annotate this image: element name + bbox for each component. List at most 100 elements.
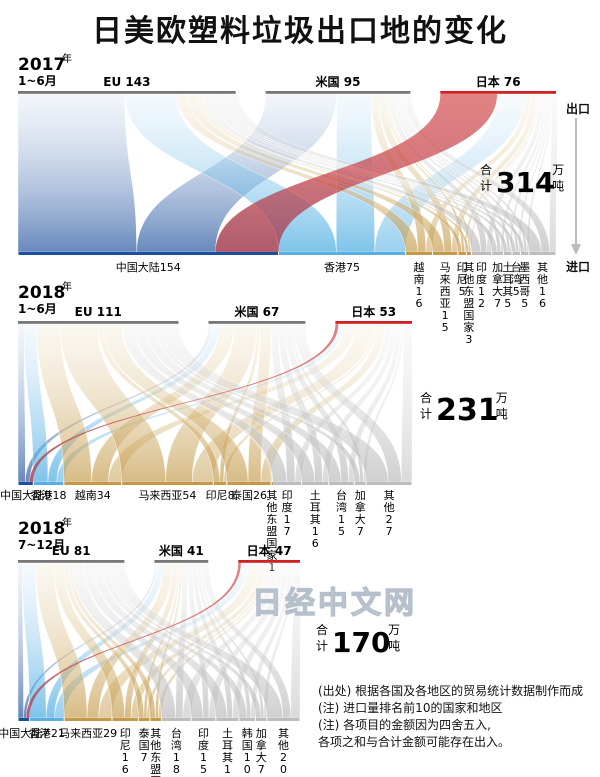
note-rounding-2: 各项之和与合计金额可能存在出入。 [318, 735, 511, 749]
target-label: 1 [312, 525, 319, 538]
source-bar [154, 560, 209, 563]
target-label: 西 [440, 285, 451, 298]
total-unit: 万 [496, 391, 508, 405]
target-label: 印 [457, 261, 468, 274]
target-label: 加 [492, 261, 503, 274]
target-bar [64, 482, 122, 485]
source-bar [18, 560, 125, 563]
target-label: 度 [282, 500, 293, 514]
total-unit: 吨 [496, 407, 508, 421]
panel-year-suffix: 年 [62, 280, 72, 293]
target-bar [30, 718, 64, 721]
target-label: 大 [355, 512, 366, 526]
target-label: 哥 [519, 285, 530, 298]
flow-band [17, 93, 137, 253]
source-label: 米国 67 [234, 304, 279, 319]
total-label: 计 [480, 179, 492, 193]
target-bar [33, 482, 64, 485]
target-label: 耳 [502, 273, 513, 286]
target-label: 印尼8 [206, 489, 235, 502]
panel-period: 7~12月 [18, 538, 65, 552]
source-bar [265, 91, 411, 94]
page-title: 日美欧塑料垃圾出口地的变化 [92, 14, 508, 49]
target-label: 2 [478, 297, 485, 310]
target-label: 1 [244, 751, 251, 764]
target-label: 7 [494, 297, 501, 310]
target-label: 印 [198, 727, 209, 740]
target-label: 7 [258, 763, 265, 776]
target-bar [227, 482, 271, 485]
panel-year: 2017 [18, 55, 65, 75]
target-label: 他 [278, 739, 289, 752]
target-label: 5 [504, 297, 511, 310]
target-label: 东 [266, 513, 277, 526]
note-source: (出处) 根据各国及各地区的贸易统计数据制作而成 [318, 684, 584, 698]
target-label: 0 [280, 763, 287, 776]
target-bar [458, 252, 466, 255]
target-label: 中国大陆7 [0, 726, 49, 740]
target-bar [432, 252, 458, 255]
source-bar [18, 91, 236, 94]
target-label: 其 [310, 513, 321, 526]
target-bar [520, 252, 529, 255]
target-label: 1 [442, 309, 449, 322]
target-label: 他 [384, 501, 395, 514]
source-label: 日本 53 [351, 304, 396, 319]
target-label: 湾 [511, 272, 522, 286]
target-bar [471, 252, 492, 255]
target-label: 土 [502, 261, 513, 274]
target-label: 印 [282, 489, 293, 502]
target-bar [512, 252, 520, 255]
target-label: 他 [150, 739, 161, 752]
target-label: 台 [511, 260, 522, 274]
target-label: 1 [338, 513, 345, 526]
target-bar [112, 718, 138, 721]
target-label: 尼 [457, 273, 468, 286]
notes: (出处) 根据各国及各地区的贸易统计数据制作而成 (注) 进口量排名前10的国家… [318, 683, 583, 751]
target-label: 大 [492, 284, 503, 298]
target-bar [18, 482, 33, 485]
target-label: 香港18 [31, 489, 67, 502]
total-unit: 吨 [388, 639, 400, 653]
target-label: 马来西亚54 [138, 489, 196, 502]
target-bar [529, 252, 556, 255]
flow-japan-china [215, 94, 498, 252]
source-label: EU 143 [103, 75, 150, 89]
target-label: 拿 [355, 500, 366, 514]
target-label: 加 [256, 727, 267, 740]
source-bar [440, 91, 556, 94]
target-label: 土 [310, 489, 321, 502]
target-bar [239, 718, 255, 721]
target-label: 亚 [440, 297, 451, 310]
target-label: 墨 [519, 261, 530, 274]
note-rounding-1: (注) 各项目的金额因为四舍五入, [318, 718, 491, 732]
target-label: 其 [537, 261, 548, 274]
target-label: 1 [284, 513, 291, 526]
target-label: 2 [386, 513, 393, 526]
source-bar [335, 321, 412, 324]
total-value: 231 [436, 393, 499, 428]
target-label: 其 [384, 489, 395, 502]
target-label: 越南34 [75, 488, 111, 502]
target-label: 盟 [150, 763, 161, 776]
target-bar [366, 482, 412, 485]
target-label: 3 [465, 333, 472, 346]
source-bar [18, 321, 179, 324]
target-bar [213, 482, 227, 485]
target-label: 加 [355, 489, 366, 502]
target-label: 马来西亚29 [59, 727, 117, 740]
target-label: 拿 [492, 272, 503, 286]
target-label: 湾 [171, 738, 182, 752]
target-label: 1 [224, 763, 231, 776]
target-label: 其 [150, 727, 161, 740]
total-label: 合 [420, 390, 432, 405]
target-label: 4 [224, 775, 231, 777]
target-label: 耳 [310, 501, 321, 514]
source-label: EU 111 [75, 305, 122, 319]
target-label: 8 [173, 763, 180, 776]
target-label: 7 [357, 525, 364, 538]
target-bar [279, 252, 405, 255]
source-label: 米国 41 [159, 543, 204, 558]
target-bar [122, 482, 213, 485]
